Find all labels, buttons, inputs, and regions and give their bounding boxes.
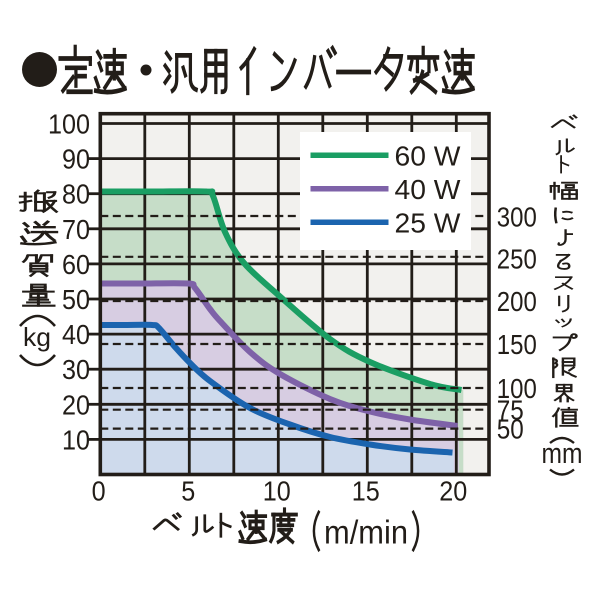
svg-text:75: 75	[497, 395, 524, 426]
svg-text:100: 100	[48, 109, 90, 140]
svg-text:250: 250	[497, 243, 537, 274]
svg-text:70: 70	[62, 214, 90, 245]
svg-text:15: 15	[352, 476, 380, 507]
svg-text:5: 5	[181, 476, 195, 507]
svg-text:25 W: 25 W	[395, 207, 462, 238]
svg-text:40: 40	[62, 319, 90, 350]
svg-text:60: 60	[62, 249, 90, 280]
svg-text:20: 20	[439, 476, 467, 507]
svg-text:20: 20	[62, 389, 90, 420]
svg-text:10: 10	[62, 424, 90, 455]
svg-text:mm: mm	[542, 438, 583, 470]
svg-text:300: 300	[497, 202, 537, 233]
svg-text:150: 150	[497, 329, 537, 360]
svg-text:50: 50	[497, 414, 524, 445]
svg-text:80: 80	[62, 179, 90, 210]
svg-text:kg: kg	[23, 322, 51, 352]
svg-text:100: 100	[497, 373, 537, 404]
svg-text:m/min: m/min	[324, 514, 408, 551]
svg-text:0: 0	[92, 476, 106, 507]
svg-text:200: 200	[497, 286, 537, 317]
svg-text:90: 90	[62, 144, 90, 175]
svg-text:60 W: 60 W	[395, 140, 462, 171]
svg-text:50: 50	[62, 284, 90, 315]
svg-text:10: 10	[263, 476, 291, 507]
svg-text:30: 30	[62, 354, 90, 385]
svg-text:40 W: 40 W	[395, 174, 462, 205]
